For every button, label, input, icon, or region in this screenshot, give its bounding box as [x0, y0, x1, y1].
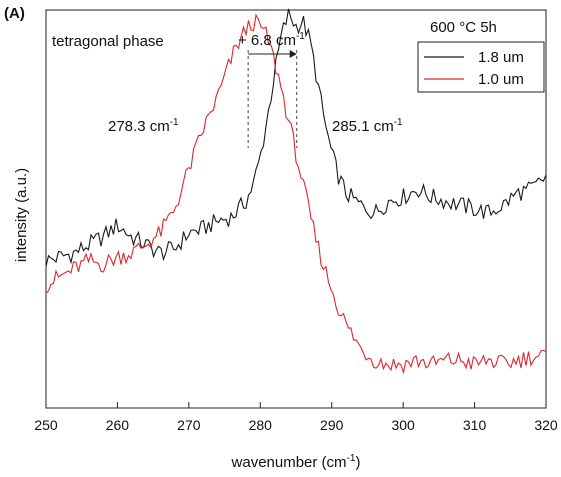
x-axis-title: wavenumber (cm-1)	[231, 453, 361, 471]
series-line-1-8-um	[45, 8, 547, 267]
shift-arrow-head	[289, 50, 297, 58]
x-tick-label: 280	[249, 417, 273, 433]
shift-annotation: + 6.8 cm-1	[238, 31, 305, 49]
x-axis-title-tail: )	[355, 454, 360, 471]
x-tick-label: 310	[463, 417, 487, 433]
series-layer	[45, 8, 547, 375]
legend: 1.8 um 1.0 um	[417, 41, 545, 93]
plot-frame	[45, 9, 547, 409]
x-tick-label: 320	[534, 417, 558, 433]
peak-left-label-superscript: -1	[170, 117, 179, 128]
x-axis-title-superscript: -1	[347, 453, 356, 464]
x-tick-label: 260	[106, 417, 130, 433]
condition-annotation: 600 °C 5h	[430, 19, 497, 36]
peak-right-label-superscript: -1	[394, 117, 403, 128]
phase-annotation: tetragonal phase	[52, 33, 164, 50]
series-line-1-0-um	[45, 13, 547, 375]
x-tick-label: 250	[34, 417, 58, 433]
legend-label-1-0um: 1.0 um	[478, 71, 524, 88]
x-tick-label: 270	[177, 417, 201, 433]
y-axis-title: intensity (a.u.)	[13, 168, 30, 262]
panel-label: (A)	[4, 5, 25, 22]
x-tick-label: 290	[320, 417, 344, 433]
x-axis-ticks: 250 260 270 280 290 300 310 320	[34, 402, 558, 433]
peak-right-label: 285.1 cm-1	[332, 117, 403, 135]
shift-annotation-superscript: -1	[296, 31, 305, 42]
legend-label-1-8um: 1.8 um	[478, 49, 524, 66]
x-tick-label: 300	[391, 417, 415, 433]
legend-box	[417, 41, 545, 93]
peak-left-label: 278.3 cm-1	[108, 117, 179, 135]
